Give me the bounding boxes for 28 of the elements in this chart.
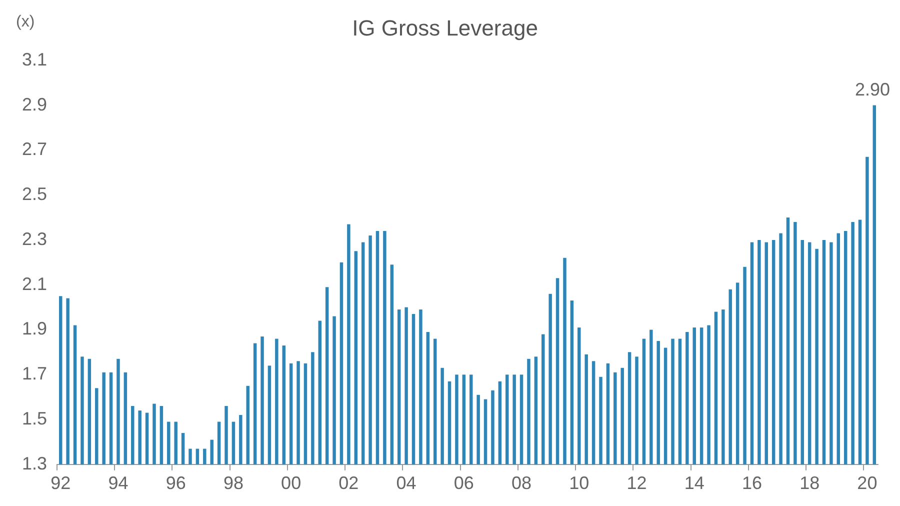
y-tick-label: 2.5 <box>22 184 48 204</box>
y-tick-label: 2.7 <box>22 139 48 160</box>
y-tick-label: 1.7 <box>22 364 48 384</box>
x-tick-label: 98 <box>223 473 244 494</box>
x-tick-label: 94 <box>108 473 128 494</box>
y-tick-label: 1.3 <box>22 453 48 474</box>
x-tick-label: 04 <box>396 473 416 494</box>
x-tick-label: 02 <box>338 473 359 494</box>
x-tick-label: 16 <box>742 473 762 494</box>
y-tick-label: 2.9 <box>22 94 48 114</box>
x-tick-label: 08 <box>512 473 532 494</box>
chart-title: IG Gross Leverage <box>352 15 538 40</box>
x-tick-label: 92 <box>50 473 71 494</box>
x-tick-label: 00 <box>281 473 302 494</box>
y-tick-label: 3.1 <box>22 49 48 70</box>
y-tick-label: 2.1 <box>22 274 48 294</box>
x-tick-label: 96 <box>166 473 186 494</box>
x-tick-label: 14 <box>684 473 704 494</box>
y-tick-label: 2.3 <box>22 228 48 249</box>
x-tick-label: 18 <box>800 473 820 494</box>
x-tick-label: 06 <box>454 473 474 494</box>
y-tick-label: 1.9 <box>22 318 48 339</box>
y-tick-label: 1.5 <box>22 408 48 428</box>
x-tick-label: 12 <box>626 473 647 494</box>
data-label: 2.90 <box>854 79 890 100</box>
y-axis-title: (x) <box>16 13 35 30</box>
x-tick-label: 10 <box>569 473 590 494</box>
x-tick-label: 20 <box>857 473 878 494</box>
